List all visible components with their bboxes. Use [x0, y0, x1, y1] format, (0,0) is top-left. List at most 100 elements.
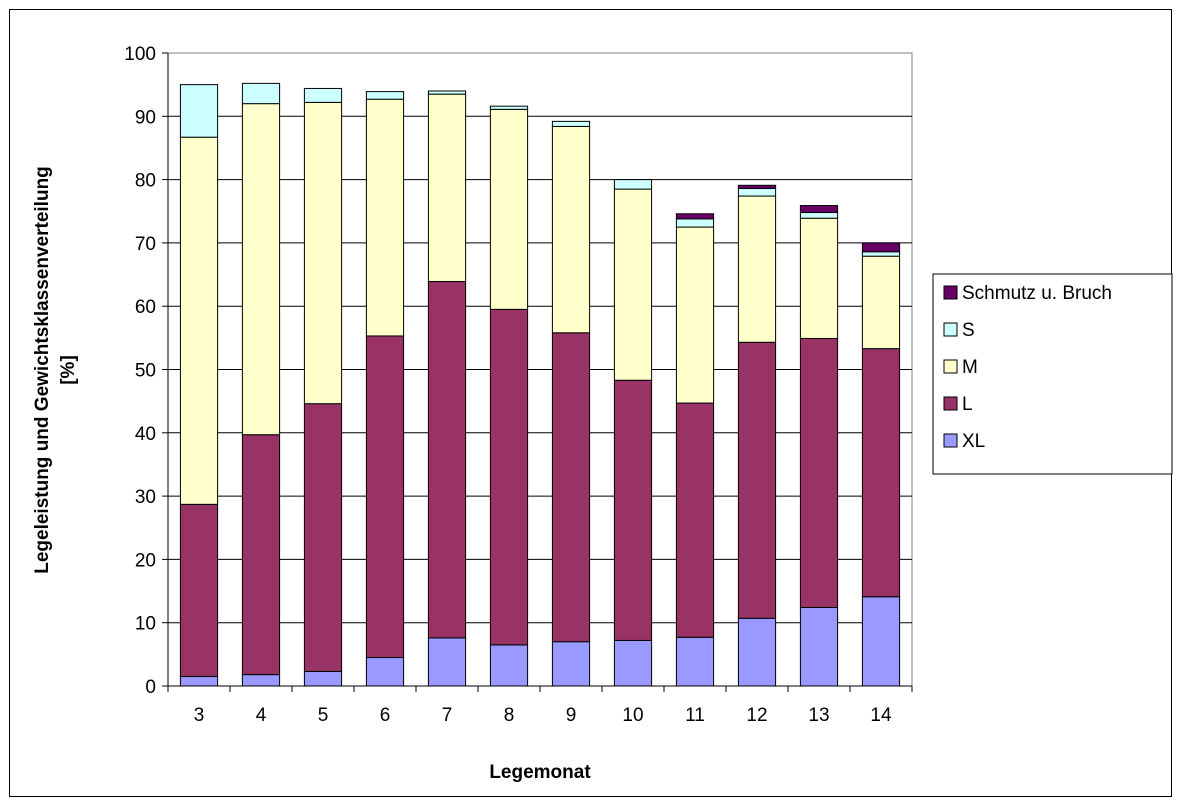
- legend-label-l: L: [962, 394, 973, 415]
- y-tick-label: 30: [135, 487, 156, 508]
- legend-swatch-m: [943, 359, 958, 374]
- y-tick-label: 20: [135, 550, 156, 571]
- x-tick-label: 5: [318, 705, 329, 726]
- y-tick-labels: 0 10 20 30 40 50 60 70 80 90 100: [124, 44, 156, 698]
- bar-segment-xl: [799, 607, 839, 687]
- bar-segment-l: [179, 503, 219, 678]
- legend-swatch-l: [943, 396, 958, 411]
- x-tick-label: 6: [380, 705, 391, 726]
- bar-stack: [179, 84, 219, 687]
- bar-segment-s: [365, 91, 405, 100]
- bar-stack: [861, 242, 901, 687]
- bar-segment-l: [489, 308, 529, 646]
- y-axis-title-line-1: Legeleistung und Gewichtsklassenverteilu…: [32, 166, 53, 574]
- bar-segment-schmutz-u-bruch: [737, 184, 777, 189]
- x-tick-label: 11: [685, 705, 705, 726]
- y-tick-label: 60: [135, 297, 156, 318]
- plot-area: 0 10 20 30 40 50 60 70 80 90 100 3 4 5 6 7 8 9 10 11 12 13 14: [124, 44, 913, 726]
- bar-stack: [427, 90, 467, 687]
- bar-segment-s: [613, 179, 653, 190]
- bar-segment-l: [799, 337, 839, 609]
- bar-segment-s: [861, 251, 901, 257]
- bar-segment-m: [799, 217, 839, 339]
- bar-stack: [613, 179, 653, 687]
- bar-segment-s: [241, 82, 281, 105]
- bar-segment-s: [427, 90, 467, 95]
- bar-segment-m: [551, 125, 591, 334]
- bar-segment-l: [861, 348, 901, 598]
- y-axis-title: Legeleistung und Gewichtsklassenverteilu…: [32, 166, 79, 574]
- bar-stack: [551, 120, 591, 687]
- bar-stack: [303, 87, 343, 687]
- bar-stack: [489, 105, 529, 687]
- bar-segment-s: [303, 87, 343, 103]
- bar-segment-s: [551, 120, 591, 127]
- x-tick-label: 13: [808, 705, 829, 726]
- bar-segment-m: [303, 101, 343, 405]
- bar-segment-s: [489, 105, 529, 110]
- bar-stack: [799, 205, 839, 687]
- bar-segment-l: [675, 402, 715, 638]
- bar-segment-xl: [427, 637, 467, 687]
- bar-stack: [365, 91, 405, 687]
- bar-segment-xl: [861, 596, 901, 687]
- x-tick-label: 7: [442, 705, 453, 726]
- bar-segment-xl: [551, 641, 591, 687]
- bar-segment-schmutz-u-bruch: [799, 205, 839, 214]
- y-axis-title-line-2: [%]: [58, 355, 79, 385]
- bar-segment-l: [365, 335, 405, 659]
- x-tick-label: 3: [194, 705, 205, 726]
- x-tick-label: 12: [746, 705, 767, 726]
- y-tick-label: 0: [145, 677, 156, 698]
- bar-segment-xl: [737, 617, 777, 687]
- x-tick-label: 4: [256, 705, 267, 726]
- bar-segment-l: [737, 341, 777, 619]
- bar-segment-s: [179, 84, 219, 138]
- bar-segment-l: [303, 403, 343, 672]
- x-tick-label: 14: [870, 705, 892, 726]
- bar-segment-s: [737, 187, 777, 197]
- bar-segment-m: [365, 98, 405, 337]
- bar-segment-s: [675, 218, 715, 228]
- y-tick-label: 80: [135, 171, 156, 192]
- x-axis-title: Legemonat: [489, 762, 591, 783]
- y-tick-label: 70: [135, 234, 156, 255]
- legend-swatch-schmutz-u-bruch: [943, 285, 958, 300]
- x-tick-labels: 3 4 5 6 7 8 9 10 11 12 13 14: [167, 686, 913, 726]
- x-tick-label: 8: [504, 705, 515, 726]
- bar-segment-schmutz-u-bruch: [675, 213, 715, 220]
- y-tick-label: 100: [124, 44, 156, 65]
- x-tick-label: 10: [622, 705, 643, 726]
- bar-stack: [737, 184, 777, 687]
- y-tick-label: 50: [135, 361, 156, 382]
- y-tick-label: 40: [135, 424, 156, 445]
- gridlines: [162, 52, 912, 687]
- bar-segment-l: [241, 434, 281, 676]
- bars: [179, 82, 901, 687]
- bar-segment-s: [799, 212, 839, 219]
- bar-segment-l: [613, 379, 653, 641]
- bar-segment-xl: [613, 639, 653, 687]
- bar-stack: [675, 213, 715, 687]
- bar-segment-xl: [179, 676, 219, 687]
- bar-segment-schmutz-u-bruch: [861, 242, 901, 253]
- legend: Schmutz u. Bruch SML XL: [932, 273, 1173, 475]
- legend-label-schmutz-u-bruch: Schmutz u. Bruch: [962, 283, 1112, 304]
- bar-segment-m: [613, 188, 653, 381]
- x-tick-label: 9: [566, 705, 577, 726]
- bar-segment-m: [489, 108, 529, 310]
- y-tick-label: 10: [135, 614, 156, 635]
- bar-segment-m: [179, 136, 219, 505]
- bar-segment-l: [551, 332, 591, 643]
- bar-segment-m: [427, 93, 467, 283]
- bar-segment-m: [675, 226, 715, 404]
- bar-segment-xl: [675, 636, 715, 687]
- bar-segment-xl: [489, 644, 529, 687]
- bar-segment-m: [241, 103, 281, 436]
- bar-segment-xl: [365, 657, 405, 687]
- legend-label-m: M: [962, 357, 978, 378]
- legend-box: [932, 273, 1173, 475]
- legend-swatch-s: [943, 322, 958, 337]
- y-tick-label: 90: [135, 107, 156, 128]
